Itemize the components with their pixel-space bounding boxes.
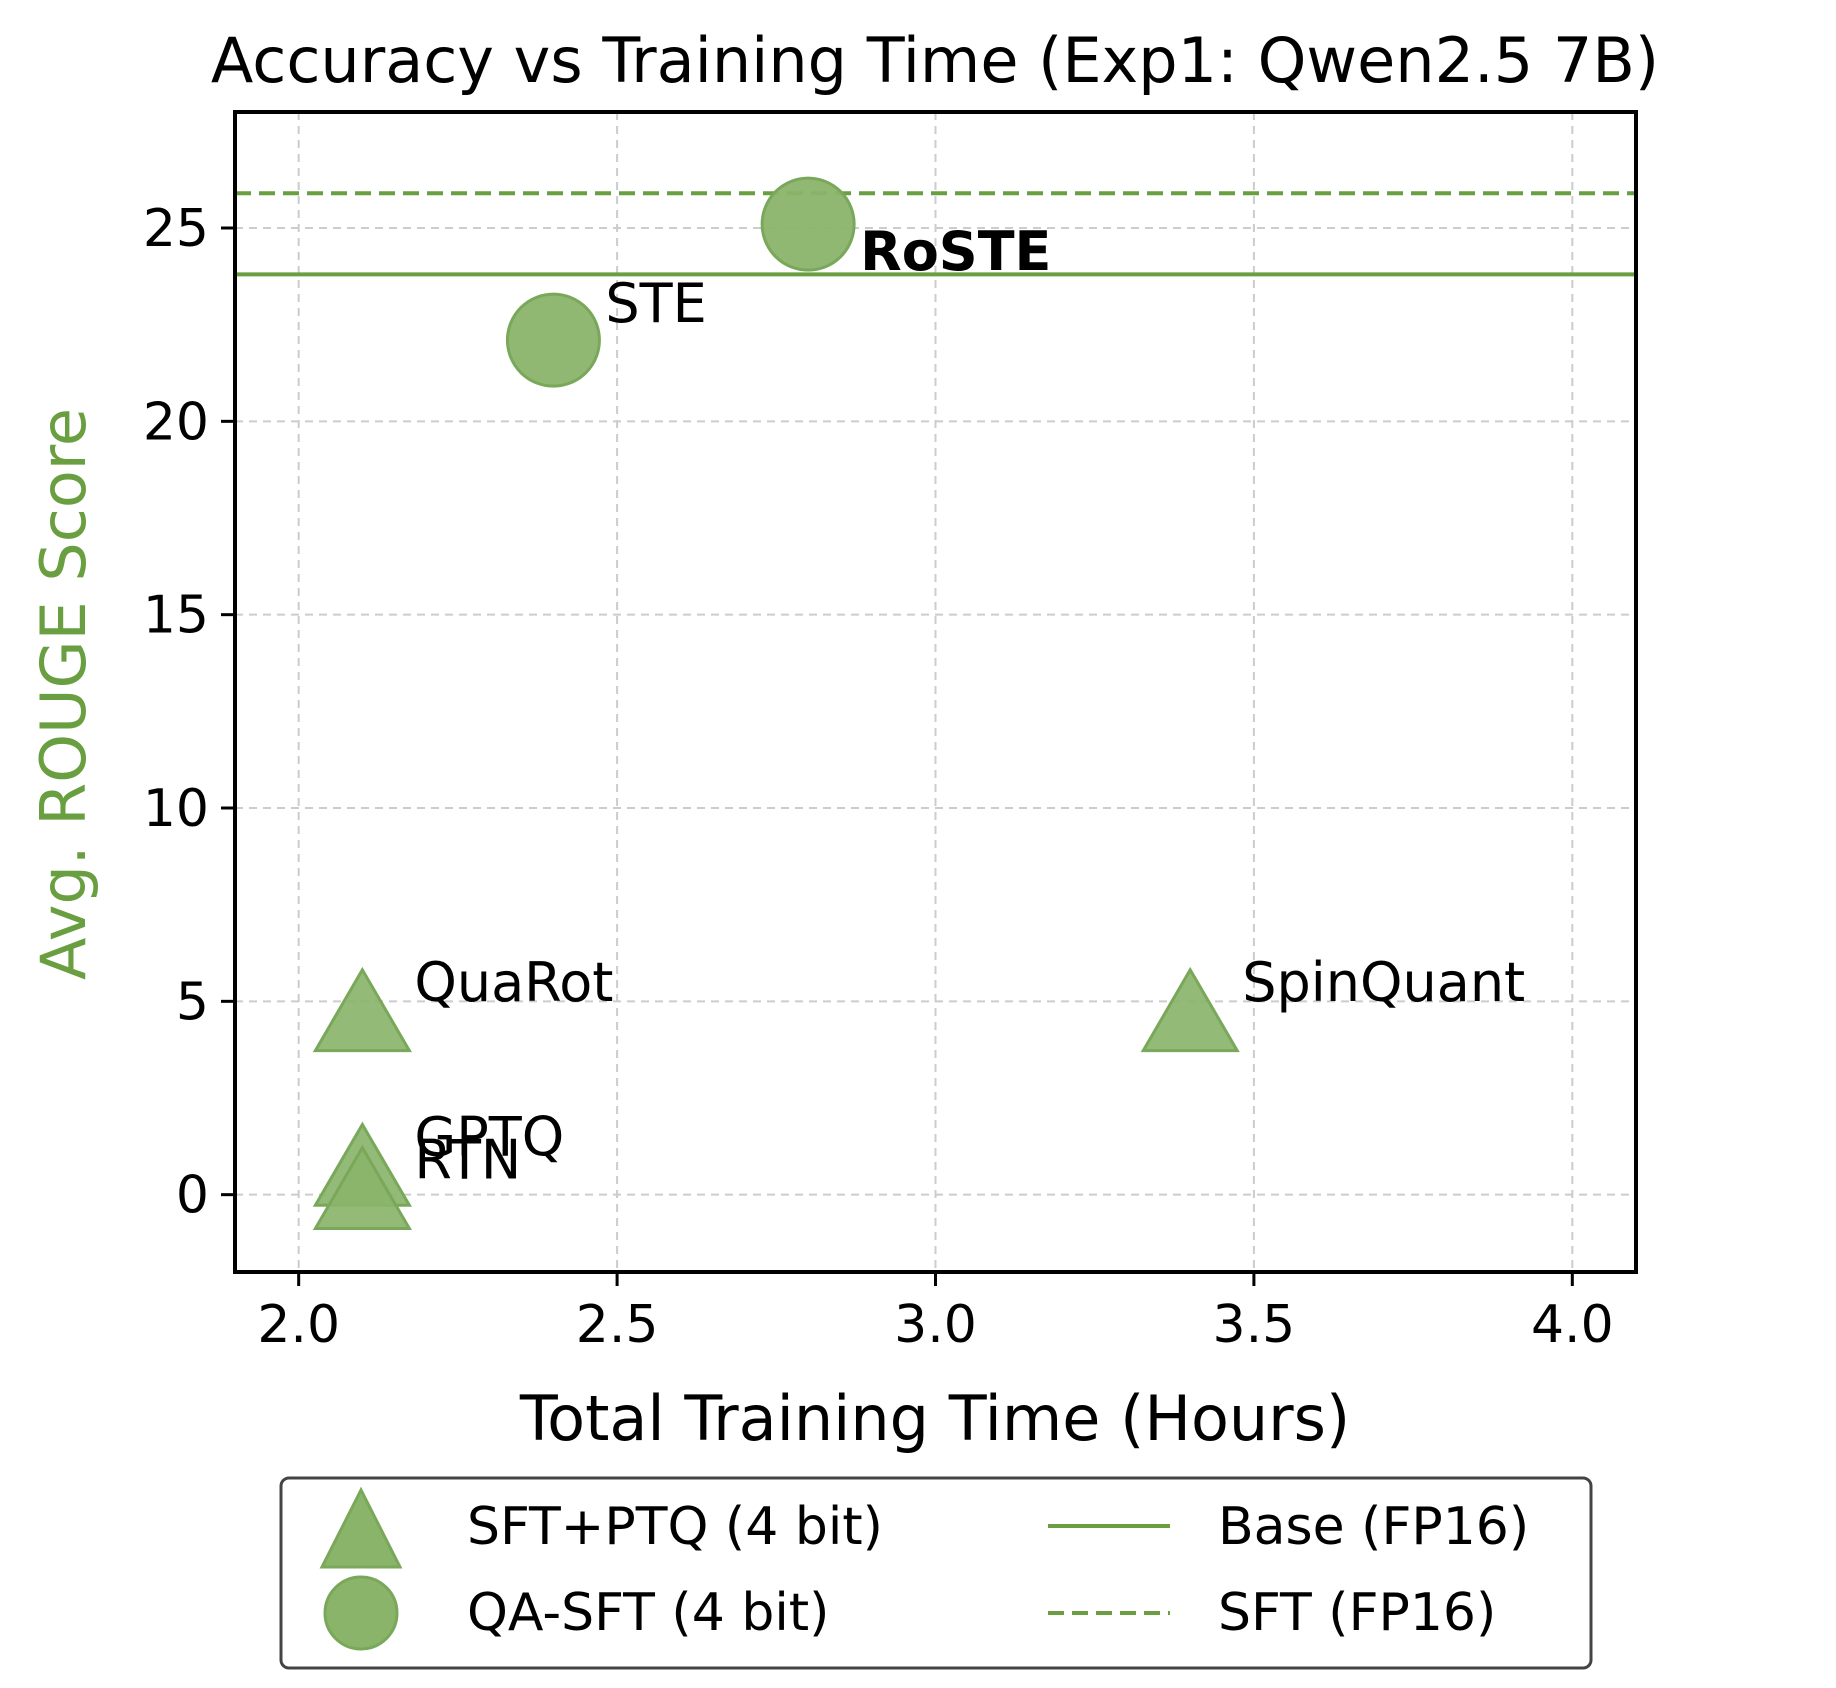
point-label-gptq: GPTQ: [414, 1105, 564, 1168]
marker-roste: [760, 176, 856, 272]
legend-label-sft-ptq: SFT+PTQ (4 bit): [467, 1497, 883, 1557]
data-points: [312, 176, 1240, 1231]
y-axis-label: Avg. ROUGE Score: [27, 408, 100, 980]
x-tick-label: 2.5: [576, 1295, 659, 1355]
marker-spinquant: [1140, 966, 1240, 1053]
legend-triangle-marker: [319, 1486, 403, 1569]
grid-lines: [235, 112, 1636, 1272]
y-tick-label: 0: [176, 1166, 209, 1226]
chart-title: Accuracy vs Training Time (Exp1: Qwen2.5…: [211, 24, 1659, 97]
x-axis-ticks: 2.0 2.5 3.0 3.5 4.0: [257, 1272, 1614, 1355]
y-axis-ticks: 0 5 10 15 20 25: [143, 199, 235, 1226]
marker-rtn: [312, 1144, 412, 1231]
y-tick-label: 15: [143, 586, 209, 646]
x-tick-label: 3.0: [894, 1295, 977, 1355]
reference-lines: [235, 191, 1636, 277]
y-tick-label: 5: [176, 972, 209, 1032]
x-tick-label: 3.5: [1213, 1295, 1296, 1355]
legend-box: [279, 1476, 1593, 1670]
y-tick-label: 20: [143, 392, 209, 452]
legend-label-sft: SFT (FP16): [1218, 1583, 1496, 1643]
point-label-roste: RoSTE: [860, 220, 1051, 283]
y-tick-label: 25: [143, 199, 209, 259]
point-label-ste: STE: [605, 272, 706, 335]
point-label-spinquant: SpinQuant: [1242, 951, 1525, 1014]
legend-label-base: Base (FP16): [1218, 1497, 1529, 1557]
marker-ste: [505, 292, 601, 388]
y-tick-label: 10: [143, 779, 209, 839]
x-tick-label: 4.0: [1531, 1295, 1614, 1355]
legend: SFT+PTQ (4 bit) QA-SFT (4 bit) Base (FP1…: [279, 1476, 1593, 1670]
marker-quarot: [312, 966, 412, 1053]
legend-circle-marker: [323, 1575, 399, 1651]
x-tick-label: 2.0: [257, 1295, 340, 1355]
point-label-quarot: QuaRot: [414, 951, 613, 1014]
legend-label-qa-sft: QA-SFT (4 bit): [467, 1583, 829, 1643]
point-label-rtn: RTN: [414, 1129, 521, 1192]
x-axis-label: Total Training Time (Hours): [519, 1382, 1350, 1455]
